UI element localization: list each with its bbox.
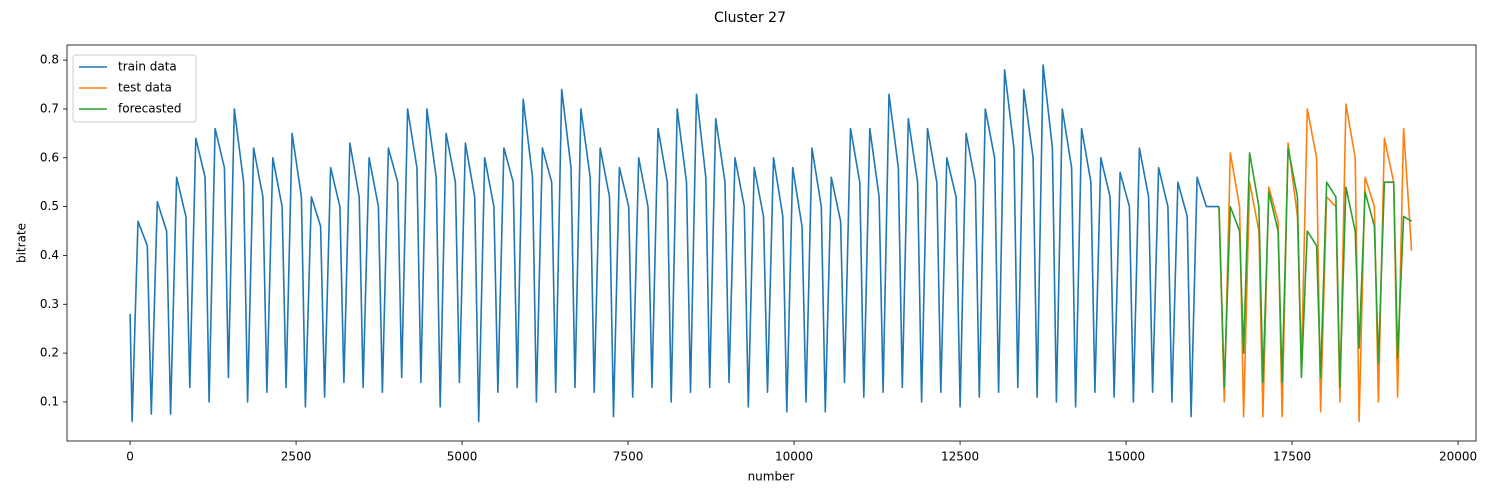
y-axis-label: bitrate xyxy=(15,223,29,263)
series-line xyxy=(129,64,1219,423)
x-tick-label: 5000 xyxy=(447,450,478,464)
axes-frame xyxy=(66,44,1477,442)
legend-box xyxy=(72,54,197,123)
y-tick-label: 0.4 xyxy=(40,248,59,262)
y-tick-label: 0.7 xyxy=(40,101,59,115)
y-tick-label: 0.1 xyxy=(40,394,59,408)
y-tick-label: 0.6 xyxy=(40,150,59,164)
plot-area xyxy=(129,64,1413,423)
x-tick-label: 10000 xyxy=(775,450,813,464)
legend-label: forecasted xyxy=(118,102,182,116)
x-tick-label: 12500 xyxy=(941,450,979,464)
x-axis-label: number xyxy=(748,470,795,484)
series-line xyxy=(1218,147,1413,389)
legend: train data test data forecasted xyxy=(72,54,197,123)
y-tick-label: 0.8 xyxy=(40,53,59,67)
legend-label: test data xyxy=(118,81,172,95)
x-tick-label: 20000 xyxy=(1439,450,1477,464)
y-tick-label: 0.2 xyxy=(40,346,59,360)
chart-title: Cluster 27 xyxy=(714,10,786,26)
x-tick-label: 7500 xyxy=(613,450,644,464)
legend-label: train data xyxy=(118,60,177,74)
series-line xyxy=(1218,103,1413,423)
x-tick-label: 17500 xyxy=(1273,450,1311,464)
y-tick-label: 0.5 xyxy=(40,199,59,213)
y-tick-label: 0.3 xyxy=(40,297,59,311)
x-tick-label: 2500 xyxy=(281,450,312,464)
x-tick-label: 15000 xyxy=(1107,450,1145,464)
x-tick-label: 0 xyxy=(126,450,134,464)
